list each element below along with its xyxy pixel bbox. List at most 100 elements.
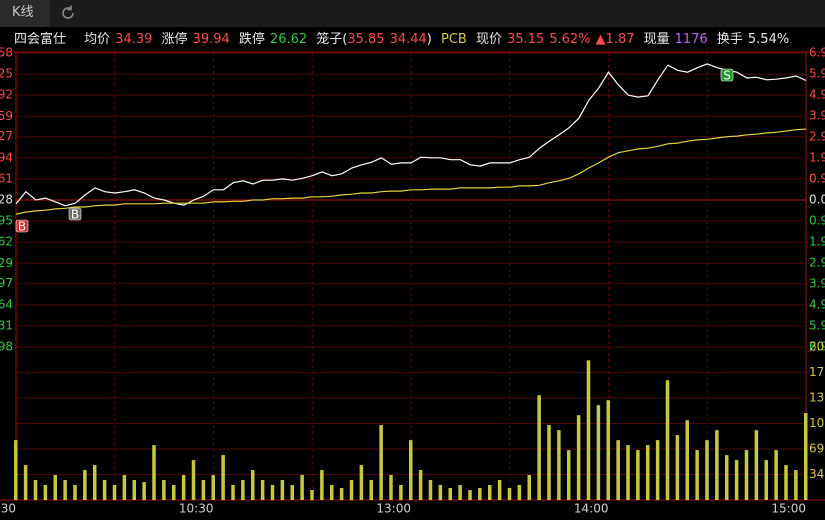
trade-marker bbox=[15, 219, 29, 233]
volume-bar bbox=[804, 413, 808, 500]
volume-bar bbox=[241, 480, 245, 500]
label: 涨停 bbox=[161, 32, 188, 47]
volume-bar bbox=[399, 484, 403, 500]
y2-tick-label: 4.94% bbox=[809, 87, 825, 101]
y2-tick-label: 3.95% bbox=[809, 108, 825, 122]
volume-bar bbox=[655, 440, 660, 500]
value: 34.44 bbox=[389, 32, 427, 47]
label: 现价 bbox=[476, 32, 503, 47]
y-tick-label: 33.61 bbox=[0, 171, 13, 185]
x-tick-label: 9:30 bbox=[0, 502, 16, 516]
quote-header: 四会富仕 均价 34.39 涨停 39.94 跌停 26.62 笼子(35.85 34.… bbox=[14, 30, 794, 50]
y2-tick-label: 0.99% bbox=[809, 171, 825, 185]
refresh-icon[interactable] bbox=[58, 3, 78, 23]
volume-bar bbox=[181, 475, 186, 500]
volume-bar bbox=[675, 435, 680, 500]
label: 跌停 bbox=[238, 32, 265, 47]
volume-bar bbox=[191, 460, 196, 500]
x-tick-label: 10:30 bbox=[179, 502, 214, 516]
value: 26.62 bbox=[269, 32, 308, 47]
trade-marker-label: S bbox=[723, 69, 731, 83]
volume-bar bbox=[211, 475, 215, 500]
volume-bar bbox=[63, 480, 67, 500]
volume-bar bbox=[468, 490, 472, 500]
volume-bar bbox=[260, 480, 265, 500]
volume-bar bbox=[567, 450, 571, 500]
volume-bar bbox=[448, 488, 452, 500]
volume-bar bbox=[122, 475, 127, 500]
volume-bar bbox=[409, 440, 413, 500]
volume-bar bbox=[33, 480, 38, 500]
volume-bar bbox=[478, 488, 482, 500]
volume-bar bbox=[300, 475, 304, 500]
volume-bar bbox=[359, 465, 364, 500]
volume-bar bbox=[102, 480, 107, 500]
volume-bar bbox=[389, 475, 393, 500]
volume-bar bbox=[586, 360, 591, 500]
volume-bar bbox=[665, 380, 670, 500]
value: 5.62% bbox=[549, 32, 591, 47]
volume-bar bbox=[616, 440, 620, 500]
volume-bar bbox=[537, 395, 541, 500]
stock-name: 四会富仕 bbox=[14, 32, 67, 47]
volume-bar bbox=[636, 450, 640, 500]
price-line bbox=[15, 128, 807, 215]
tab-bar: K线 bbox=[0, 0, 825, 27]
label: 均价 bbox=[84, 32, 111, 47]
value: 1176 bbox=[674, 32, 708, 47]
volume-bar bbox=[132, 480, 136, 500]
y-tick-label: 1380 bbox=[809, 391, 825, 405]
volume-bar bbox=[418, 470, 423, 500]
tab[interactable]: K线 bbox=[0, 0, 50, 27]
label: 换手 bbox=[716, 32, 743, 47]
volume-bar bbox=[734, 460, 739, 500]
y-tick-label: 35.25 bbox=[0, 67, 13, 81]
value: 5.54% bbox=[747, 32, 790, 47]
volume-bar bbox=[172, 484, 176, 500]
value: 35.15 bbox=[507, 32, 545, 47]
y-tick-label: 345 bbox=[809, 467, 825, 481]
y-tick-label: 1725 bbox=[809, 365, 825, 379]
volume-bar bbox=[685, 420, 689, 500]
y2-tick-label: 2.96% bbox=[809, 130, 825, 144]
y-tick-label: 34.92 bbox=[0, 88, 13, 102]
volume-bar bbox=[754, 430, 759, 500]
y2-tick-label: 5.92% bbox=[809, 67, 825, 81]
volume-bar bbox=[270, 484, 275, 500]
volume-bar bbox=[576, 415, 581, 500]
y-tick-label: 33.94 bbox=[0, 150, 13, 164]
volume-bar bbox=[43, 484, 48, 500]
volume-bar bbox=[507, 488, 512, 500]
value: 39.94 bbox=[192, 32, 230, 47]
volume-bar bbox=[744, 450, 749, 500]
volume-bar bbox=[112, 484, 117, 500]
volume-bar bbox=[93, 465, 97, 500]
y2-tick-label: 5.92% bbox=[809, 318, 825, 332]
trade-marker-label: B bbox=[71, 208, 79, 222]
volume-bar bbox=[626, 445, 630, 500]
y-tick-label: 33.28 bbox=[0, 193, 13, 207]
volume-bar bbox=[379, 425, 383, 500]
trade-marker bbox=[68, 207, 82, 221]
y2-tick-label: 0.00% bbox=[809, 193, 825, 207]
y-tick-label: 34.59 bbox=[0, 109, 13, 123]
x-tick-label: 13:00 bbox=[376, 502, 411, 516]
volume-bar bbox=[557, 430, 561, 500]
volume-bar bbox=[369, 480, 373, 500]
y-tick-label: 30.98 bbox=[0, 340, 13, 354]
y-tick-label: 690 bbox=[809, 442, 825, 456]
label: ) bbox=[426, 32, 432, 47]
volume-bar bbox=[596, 405, 601, 500]
y-tick-label: 34.27 bbox=[0, 129, 13, 143]
volume-bar bbox=[488, 484, 492, 500]
price-line bbox=[15, 63, 807, 207]
y-tick-label: 2070 bbox=[809, 340, 825, 354]
volume-bar bbox=[715, 430, 719, 500]
volume-bar bbox=[794, 470, 798, 500]
y2-tick-label: 4.94% bbox=[809, 298, 825, 312]
volume-bar bbox=[73, 484, 77, 500]
y-tick-label: 31.31 bbox=[0, 318, 13, 332]
volume-bar bbox=[527, 475, 531, 500]
label: 笼子( bbox=[316, 32, 348, 47]
